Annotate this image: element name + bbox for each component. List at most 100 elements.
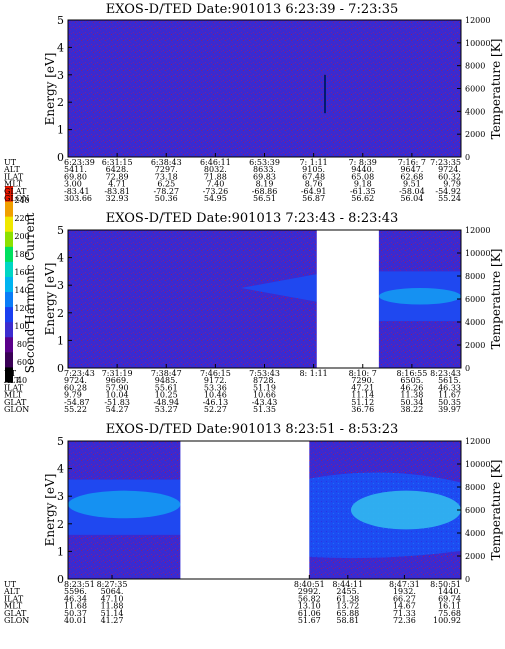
colorbar-label: Second Harmonic Current [23,213,37,374]
ephemeris-value: 32.93 [106,194,129,203]
ephemeris-value: 65.88 [336,609,359,618]
panel-2-temperature-label: Temperature [K] [489,249,503,350]
ephemeris-value: 5064. [101,587,124,596]
ephemeris-value: 62.68 [400,172,423,181]
ephemeris-value: 58.81 [336,616,359,625]
ephemeris-value: 7.40 [206,180,224,189]
ephemeris-value: 5596. [64,587,87,596]
energy-tick-label: 5 [57,14,64,27]
ephemeris-value: 7297. [155,165,178,174]
ephemeris-value: 53.36 [204,383,227,392]
temperature-tick-label: 0 [465,575,470,584]
panel-2-features [240,230,461,368]
ephemeris-value: 8.76 [305,180,323,189]
ephemeris-value: -61.35 [350,187,376,196]
ephemeris-value: 8032. [204,165,227,174]
colorbar: 40 60 80 100 120 140 160 180 200 220 240 Second Ha… [5,186,37,385]
ephemeris-value: 8:16:55 [396,369,427,378]
ephemeris-value: 50.37 [64,609,87,618]
energy-tick-label: 4 [57,463,64,476]
ephemeris-value: -68.86 [252,187,278,196]
ephemeris-value: -54.92 [435,187,461,196]
ephemeris-value: -78.27 [153,187,179,196]
temperature-tick-label: 12000 [465,16,490,25]
ephemeris-value: 51.35 [253,405,276,414]
energy-tick-label: 3 [57,490,64,503]
ephemeris-value: 7290. [351,376,374,385]
ephemeris-value: 40.01 [64,616,87,625]
ephemeris-value: 303.66 [64,194,92,203]
colorbar-tick-label: 220 [14,214,29,223]
colorbar-tick-label: 240 [14,196,29,205]
ephemeris-value: 6.25 [157,180,175,189]
temperature-tick-label: 6000 [465,85,485,94]
ephemeris-value: 9.18 [354,180,372,189]
ephemeris-value: 10.46 [204,391,227,400]
panel-3-title: EXOS-D/TED Date:901013 8:23:51 - 8:53:23 [106,422,399,437]
temperature-tick-label: 8000 [465,62,485,71]
ephemeris-value: 1932. [393,587,416,596]
temperature-tick-label: 4000 [465,318,485,327]
ephemeris-value: 1440. [438,587,461,596]
temperature-tick-label: 0 [465,153,470,162]
panel-3-energy-label: Energy [eV] [43,474,57,547]
colorbar-blocks [5,186,13,383]
temperature-tick-label: 4000 [465,107,485,116]
energy-tick-label: 4 [57,41,64,54]
ephemeris-value: 71.33 [393,609,416,618]
colorbar-tick-label: 140 [14,286,29,295]
ephemeris-value: 3.00 [64,180,82,189]
ephemeris-value: 73.18 [155,172,178,181]
ephemeris-value: 6428. [106,165,129,174]
colorbar-block [5,321,13,338]
panel-2-energy-ticks: 0 1 2 3 4 5 [57,224,72,375]
ephemeris-value: 9.79 [443,180,461,189]
ephemeris-value: -54.87 [64,398,90,407]
ephemeris-row-label: MLT [4,391,23,400]
ephemeris-value: 8:44:11 [332,580,363,589]
ephemeris-value: -64.91 [301,187,327,196]
ephemeris-value: 9105. [302,165,325,174]
panel-3-features [68,441,462,579]
energy-tick-label: 4 [57,252,64,265]
ephemeris-value: 7:16: 7 [398,158,426,167]
ephemeris-value: 8633. [253,165,276,174]
ephemeris-value: 56.62 [351,194,374,203]
ephemeris-value: 6:23:39 [64,158,95,167]
colorbar-block [5,261,13,277]
ephemeris-row-label: ALT [3,587,20,596]
ephemeris-value: 72.36 [393,616,416,625]
temperature-tick-label: 2000 [465,552,485,561]
panel-1-temperature-ticks: 0 2000 4000 6000 8000 10000 12000 [457,16,490,162]
colorbar-block [5,201,13,217]
ephemeris-value: 2455. [336,587,359,596]
ephemeris-value: 9724. [438,165,461,174]
ephemeris-value: 11.68 [64,602,87,611]
colorbar-block [5,186,13,202]
ephemeris-value: 50.35 [438,398,461,407]
panel-3-ephemeris: UTALTILATMLTGLATGLON8:23:515596.46.3411.… [3,575,462,625]
ephemeris-row-label: UT [4,369,17,378]
colorbar-block [5,366,13,383]
energy-tick-label: 0 [57,362,64,375]
energy-tick-label: 1 [57,124,64,137]
ephemeris-value: 7: 8:39 [349,158,377,167]
ephemeris-value: 36.76 [351,405,374,414]
panel-1-title: EXOS-D/TED Date:901013 6:23:39 - 7:23:35 [106,2,399,17]
ephemeris-row-label: MLT [4,180,23,189]
ephemeris-row-label: GLAT [4,187,27,196]
colorbar-tick-label: 80 [17,340,27,349]
colorbar-block [5,276,13,293]
energy-tick-label: 2 [57,96,64,109]
ephemeris-value: 8:27:35 [97,580,128,589]
colorbar-block [5,351,13,368]
ephemeris-value: 8:23:51 [64,580,95,589]
ephemeris-value: 67.48 [302,172,325,181]
panel-3-temperature-label: Temperature [K] [489,460,503,561]
panel-1-energy-ticks: 0 1 2 3 4 5 [57,14,72,164]
ephemeris-value: 7:53:43 [249,369,280,378]
ephemeris-value: 75.68 [438,609,461,618]
ephemeris-value: 61.06 [298,609,321,618]
ephemeris-row-label: GLAT [4,609,27,618]
